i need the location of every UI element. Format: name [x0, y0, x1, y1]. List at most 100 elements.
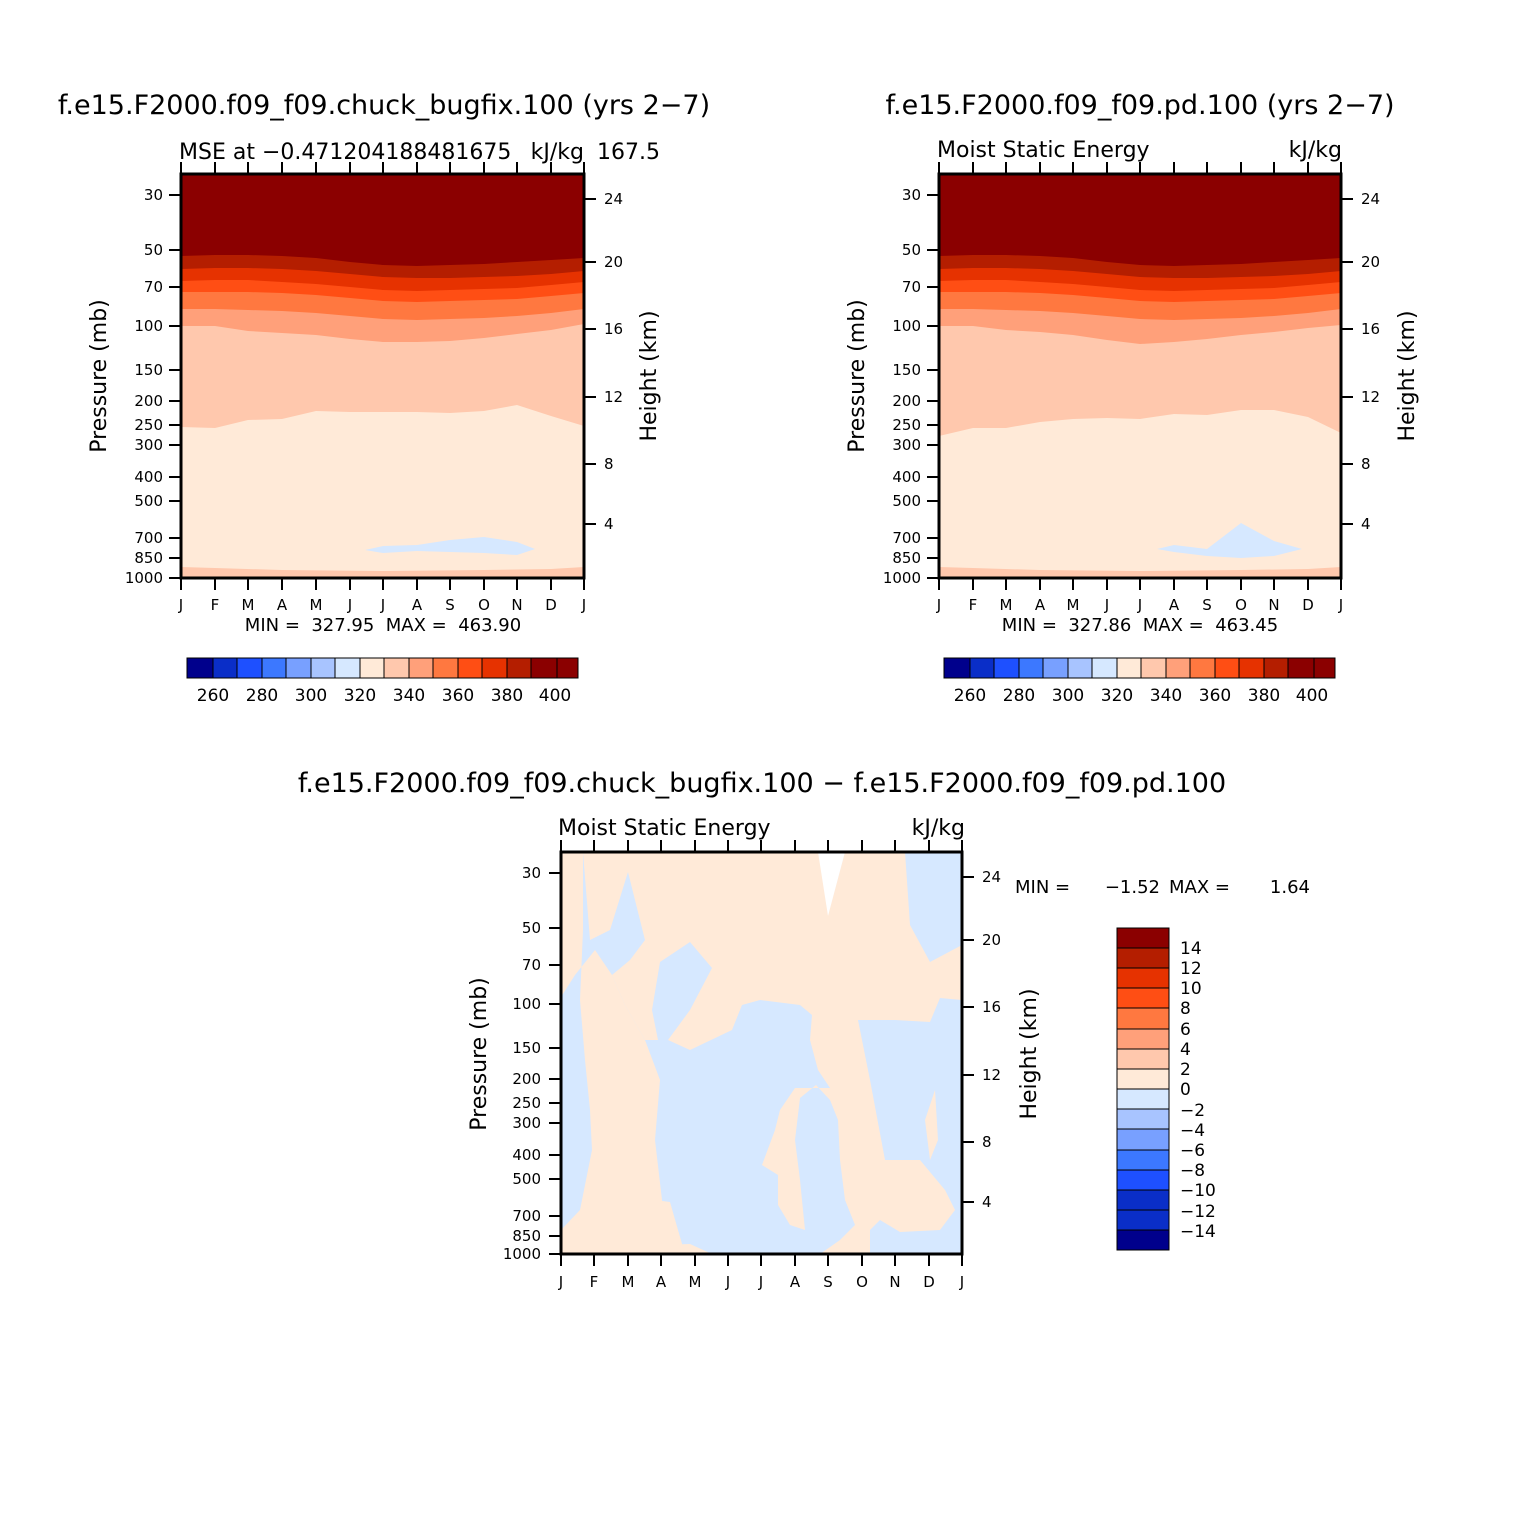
- fill-level-330: [181, 567, 584, 578]
- colorbar-box: [1042, 657, 1069, 679]
- min-label: MIN =: [1015, 877, 1070, 898]
- y-tick-label: 150: [512, 1039, 541, 1057]
- colorbar-label: −4: [1180, 1121, 1205, 1141]
- y-ticks: [169, 194, 596, 579]
- colorbar-label: 400: [539, 686, 571, 706]
- colorbar-box: [1214, 657, 1240, 679]
- y-tick-labels: 30 50 70 100 150 200 250 300 400 500 700 850 1000: [883, 186, 921, 587]
- x-tick-label: M: [622, 1273, 635, 1291]
- y-ticks: [549, 872, 974, 1255]
- colorbar-box: [457, 657, 483, 679]
- y-tick-label: 700: [892, 529, 921, 547]
- fill-level-330: [939, 567, 1341, 578]
- colorbar-box: [1116, 1108, 1170, 1130]
- colorbar: [186, 657, 579, 679]
- x-tick-label: J: [1104, 596, 1109, 614]
- colorbar-box: [408, 657, 434, 679]
- y-tick-label: 200: [892, 392, 921, 410]
- colorbar-label: 14: [1180, 939, 1202, 959]
- y2-tick-labels: 24 20 16 12 8 4: [604, 190, 623, 533]
- colorbar-box: [1116, 1209, 1170, 1231]
- colorbar-label: 380: [491, 686, 523, 706]
- y-tick-label: 50: [144, 241, 163, 259]
- colorbar-box: [506, 657, 532, 679]
- x-tick-label: O: [1235, 596, 1247, 614]
- y-tick-label: 50: [522, 919, 541, 937]
- panel-subtitle-left: Moist Static Energy: [558, 816, 771, 841]
- y-tick-label: 300: [512, 1114, 541, 1132]
- colorbar-box: [1116, 657, 1142, 679]
- x-tick-label: J: [1338, 596, 1343, 614]
- y2-tick-label: 20: [604, 253, 623, 271]
- y-axis-title: Pressure (mb): [845, 299, 870, 453]
- colorbar-box: [212, 657, 238, 679]
- colorbar-box: [1238, 657, 1265, 679]
- x-tick-label: D: [923, 1273, 935, 1291]
- y-tick-label: 300: [892, 436, 921, 454]
- y-tick-label: 200: [512, 1070, 541, 1088]
- panel-subtitle-units: kJ/kg: [531, 140, 584, 165]
- colorbar-box: [1116, 1128, 1170, 1151]
- colorbar: [943, 657, 1336, 679]
- colorbar-label: 280: [1003, 686, 1035, 706]
- y-axis-title: Pressure (mb): [87, 299, 112, 453]
- y-tick-label: 700: [134, 529, 163, 547]
- x-tick-label: J: [581, 596, 586, 614]
- y2-tick-label: 16: [1361, 320, 1380, 338]
- fill-level-0-main-column: [583, 852, 962, 1254]
- y-tick-label: 700: [512, 1207, 541, 1225]
- colorbar-label: 12: [1180, 959, 1202, 979]
- colorbar-label: 360: [1199, 686, 1231, 706]
- colorbar-box: [481, 657, 508, 679]
- y-tick-label: 70: [522, 956, 541, 974]
- x-ticks: [938, 162, 1342, 590]
- x-tick-label: F: [969, 596, 978, 614]
- y-tick-label: 400: [892, 468, 921, 486]
- panel-top-right: f.e15.F2000.f09_f09.pd.100 (yrs 2−7) Moi…: [845, 90, 1420, 706]
- y2-axis-title: Height (km): [637, 310, 662, 441]
- x-tick-label: O: [478, 596, 490, 614]
- colorbar-label: 380: [1248, 686, 1280, 706]
- y-tick-label: 1000: [503, 1245, 541, 1263]
- y-tick-label: 250: [512, 1094, 541, 1112]
- fill-level-below-330: [365, 537, 535, 555]
- colorbar-box: [1165, 657, 1191, 679]
- x-tick-label: O: [856, 1273, 868, 1291]
- x-tick-label: J: [959, 1273, 964, 1291]
- y-tick-label: 850: [892, 549, 921, 567]
- x-tick-label: A: [1169, 596, 1180, 614]
- x-tick-label: J: [380, 596, 385, 614]
- y2-tick-label: 24: [604, 190, 623, 208]
- colorbar-box: [1116, 1229, 1170, 1251]
- panel-title: f.e15.F2000.f09_f09.pd.100 (yrs 2−7): [885, 90, 1394, 121]
- min-max-stat: MIN = 327.95 MAX = 463.90: [245, 615, 521, 636]
- y-tick-label: 300: [134, 436, 163, 454]
- colorbar-label: 4: [1180, 1040, 1191, 1060]
- y-tick-label: 250: [134, 416, 163, 434]
- colorbar-labels: 260 280 300 320 340 360 380 400: [197, 686, 571, 706]
- y-tick-label: 400: [512, 1146, 541, 1164]
- colorbar-box: [383, 657, 410, 679]
- y2-tick-label: 16: [982, 998, 1001, 1016]
- x-tick-label: A: [277, 596, 288, 614]
- x-tick-label: A: [1035, 596, 1046, 614]
- x-ticks: [180, 162, 585, 590]
- x-tick-label: N: [511, 596, 522, 614]
- colorbar-label: 280: [246, 686, 278, 706]
- panel-subtitle-left: MSE at −0.471204188481675: [179, 140, 511, 165]
- x-tick-label: A: [412, 596, 423, 614]
- x-tick-label: S: [823, 1273, 833, 1291]
- panel-subtitle-overlap: 167.5: [597, 140, 660, 165]
- y-tick-label: 30: [522, 864, 541, 882]
- colorbar-label: 260: [197, 686, 229, 706]
- colorbar-label: 2: [1180, 1060, 1191, 1080]
- colorbar-box: [236, 657, 263, 679]
- colorbar-label: 8: [1180, 999, 1191, 1019]
- colorbar-label: −14: [1180, 1222, 1216, 1242]
- y-tick-label: 850: [512, 1227, 541, 1245]
- panel-title: f.e15.F2000.f09_f09.chuck_bugfix.100 (yr…: [58, 90, 710, 121]
